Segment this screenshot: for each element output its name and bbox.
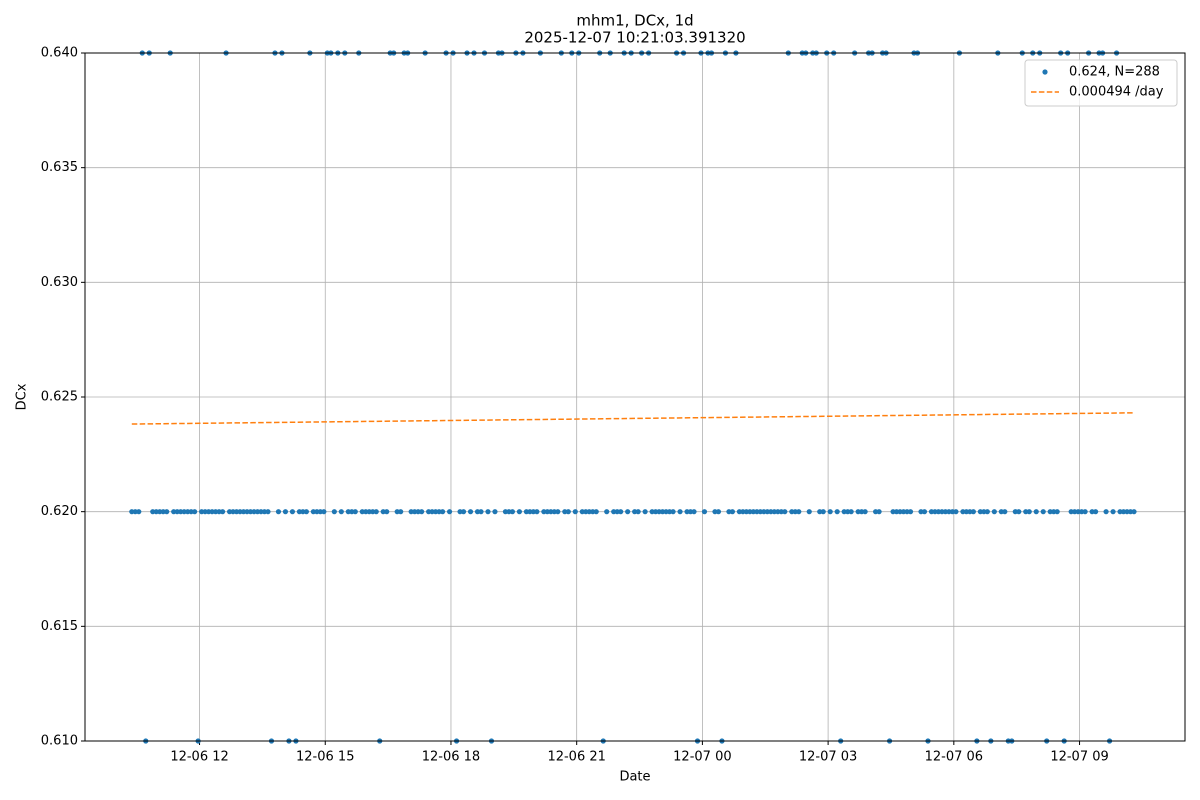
data-point [352, 509, 358, 515]
data-point [265, 509, 271, 515]
data-point [862, 509, 868, 515]
data-point [467, 509, 474, 515]
data-point [782, 509, 788, 515]
data-point [834, 509, 840, 515]
data-point [670, 509, 676, 515]
x-tick-label: 12-07 06 [925, 750, 983, 765]
y-tick-label: 0.635 [41, 160, 78, 175]
data-point [509, 509, 516, 515]
data-point [1103, 509, 1109, 515]
legend-label: 0.000494 /day [1069, 85, 1164, 100]
x-tick-label: 12-07 00 [673, 750, 731, 765]
data-point [282, 509, 289, 515]
data-point [492, 509, 498, 515]
data-point [1110, 509, 1116, 515]
x-tick-label: 12-07 09 [1050, 750, 1108, 765]
x-tick-label: 12-06 18 [422, 750, 480, 765]
data-point [677, 509, 683, 515]
data-point [701, 509, 708, 515]
data-point [321, 509, 327, 515]
legend-label: 0.624, N=288 [1069, 65, 1160, 80]
data-point [338, 509, 344, 515]
data-point [876, 509, 882, 515]
data-point [478, 509, 484, 515]
data-point [373, 509, 379, 515]
data-point [1082, 509, 1088, 515]
data-point [516, 509, 523, 515]
axes-frame [84, 52, 1186, 742]
data-point [1016, 509, 1022, 515]
data-point [921, 509, 928, 515]
data-point [1054, 509, 1060, 515]
data-point [796, 509, 802, 515]
data-point [635, 509, 641, 515]
data-point [593, 509, 599, 515]
data-point [984, 509, 990, 515]
x-tick-label: 12-07 03 [799, 750, 857, 765]
data-point [625, 509, 631, 515]
y-tick-label: 0.640 [41, 46, 78, 61]
data-point [485, 509, 491, 515]
data-point [331, 509, 337, 515]
data-point [604, 509, 610, 515]
legend-box [1024, 59, 1178, 107]
data-point [1026, 509, 1032, 515]
x-tick-label: 12-06 12 [170, 750, 228, 765]
data-point [136, 509, 142, 515]
data-point [303, 509, 309, 515]
data-point [164, 509, 170, 515]
data-point [991, 509, 997, 515]
data-point [1033, 509, 1039, 515]
data-point [729, 509, 736, 515]
data-point [419, 509, 425, 515]
legend-marker [1042, 69, 1048, 75]
data-point [219, 509, 226, 515]
y-tick-label: 0.610 [41, 734, 78, 749]
data-point [384, 509, 390, 515]
data-point [715, 509, 722, 515]
data-point [1040, 509, 1046, 515]
x-axis-label: Date [619, 770, 650, 785]
data-point [565, 509, 571, 515]
data-point [907, 509, 914, 515]
legend: 0.624, N=288 0.000494 /day [1024, 59, 1178, 107]
data-point [534, 509, 540, 515]
chart-subtitle: 2025-12-07 10:21:03.391320 [524, 29, 745, 47]
data-point [192, 509, 198, 515]
data-point [572, 509, 578, 515]
data-point [806, 509, 812, 515]
trend-line [131, 412, 1135, 425]
chart-title: mhm1, DCx, 1d [576, 12, 693, 30]
x-tick-label: 12-06 15 [296, 750, 354, 765]
data-point [289, 509, 296, 515]
data-point [398, 509, 404, 515]
data-point [642, 509, 648, 515]
data-point [555, 509, 561, 515]
data-point [970, 509, 976, 515]
data-point [275, 509, 282, 515]
y-tick-label: 0.625 [41, 390, 78, 405]
data-point [953, 509, 959, 515]
data-point [1002, 509, 1008, 515]
data-point [1131, 509, 1137, 515]
data-point [439, 509, 446, 515]
data-point [691, 509, 697, 515]
data-point [827, 509, 833, 515]
data-point [446, 509, 453, 515]
data-point [618, 509, 624, 515]
data-point [848, 509, 854, 515]
y-tick-label: 0.615 [41, 619, 78, 634]
y-tick-label: 0.620 [41, 504, 78, 519]
x-tick-label: 12-06 21 [547, 750, 605, 765]
data-point [1093, 509, 1099, 515]
y-tick-label: 0.630 [41, 275, 78, 290]
y-axis-label: DCx [15, 383, 30, 410]
data-point [460, 509, 467, 515]
data-point [820, 509, 826, 515]
